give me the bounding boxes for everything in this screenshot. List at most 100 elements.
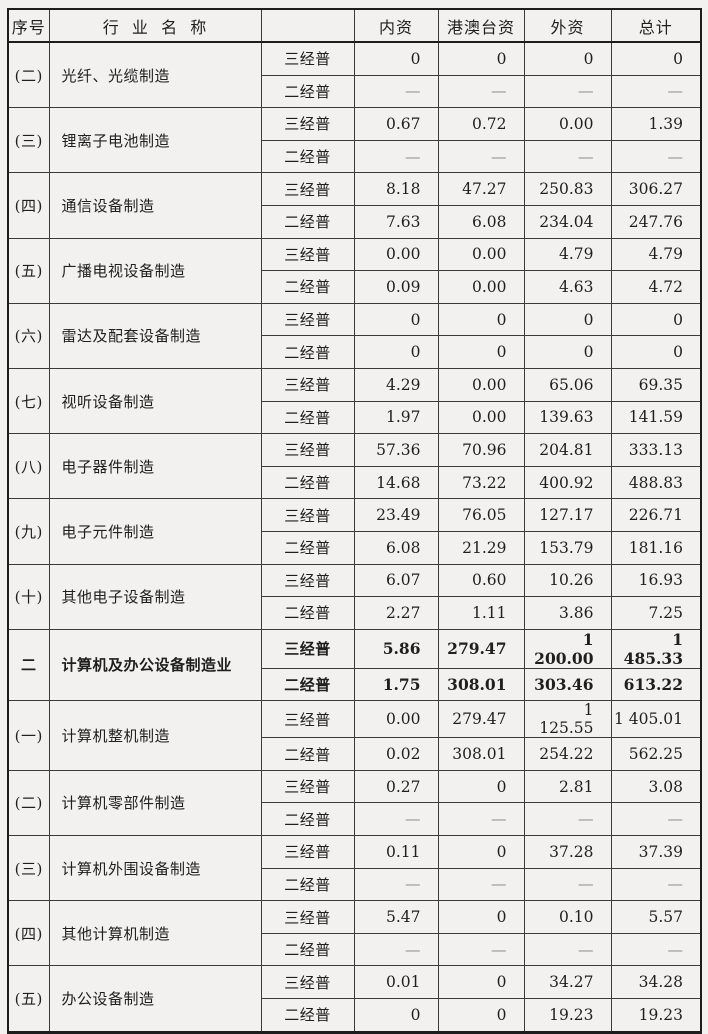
row-seq-cell: (四) xyxy=(7,172,50,239)
value-cell: 37.39 xyxy=(610,835,702,869)
table-row: (四) 其他计算机制造 三经普 5.47 0 0.10 5.57 xyxy=(7,900,702,967)
census-label-cell: 三经普 xyxy=(260,172,355,206)
value-cell: 0.72 xyxy=(437,107,525,141)
census-label-cell: 三经普 xyxy=(260,965,355,1000)
value-cell: 0 xyxy=(353,41,439,76)
table-row: 二经普 6.08 21.29 153.79 181.16 xyxy=(8,530,702,565)
row-seq-cell: (一) xyxy=(7,700,50,771)
census-label-cell: 三经普 xyxy=(260,498,355,532)
value-cell: 69.35 xyxy=(610,367,702,402)
census-label-cell: 三经普 xyxy=(260,900,355,934)
table-row: (五) 办公设备制造 三经普 0.01 0 34.27 34.28 xyxy=(7,965,702,1033)
value-cell: 1 485.33 xyxy=(610,628,702,669)
table-row: 二经普 1.75 308.01 303.46 613.22 xyxy=(8,667,702,702)
value-cell: 37.28 xyxy=(523,835,612,869)
value-cell: 10.26 xyxy=(523,563,612,598)
value-cell: — xyxy=(353,139,439,174)
table-row: 二经普 0.02 308.01 254.22 562.25 xyxy=(8,737,702,771)
row-seq-cell: (二) xyxy=(7,41,50,109)
industry-name-cell: 计算机及办公设备制造业 xyxy=(48,628,262,702)
value-cell: 279.47 xyxy=(437,628,525,669)
industry-investment-table: 序号 行 业 名 称 内资 港澳台资 外资 总计 (二) 光纤、光缆制造 三经普 0 0… xyxy=(7,8,702,1034)
value-cell: 7.63 xyxy=(353,204,439,239)
value-cell: 6.08 xyxy=(353,530,439,565)
value-cell: — xyxy=(610,139,702,174)
row-seq-cell: (三) xyxy=(7,107,50,174)
row-seq-cell: (八) xyxy=(7,433,50,500)
census-label-cell: 二经普 xyxy=(260,204,355,239)
value-cell: 308.01 xyxy=(437,667,525,702)
value-cell: 0 xyxy=(523,335,612,369)
value-cell: 4.79 xyxy=(610,237,702,272)
row-seq-cell: 二 xyxy=(7,628,50,702)
value-cell: 21.29 xyxy=(437,530,525,565)
value-cell: 34.27 xyxy=(523,965,612,1000)
value-cell: 4.79 xyxy=(523,237,612,272)
industry-name-cell: 其他计算机制造 xyxy=(48,900,262,967)
value-cell: 0 xyxy=(437,965,525,1000)
value-cell: — xyxy=(523,139,612,174)
table-row: 二经普 7.63 6.08 234.04 247.76 xyxy=(8,204,702,239)
value-cell: — xyxy=(523,802,612,837)
value-cell: 7.25 xyxy=(610,596,702,630)
census-label-cell: 二经普 xyxy=(260,465,355,500)
industry-name-cell: 通信设备制造 xyxy=(48,172,262,239)
table-row: (四) 通信设备制造 三经普 8.18 47.27 250.83 306.27 xyxy=(7,172,702,239)
census-label-cell: 三经普 xyxy=(260,41,355,76)
census-label-cell: 三经普 xyxy=(260,237,355,272)
value-cell: 0 xyxy=(437,835,525,869)
industry-name-cell: 视听设备制造 xyxy=(48,367,262,435)
value-cell: 0 xyxy=(437,41,525,76)
column-header-total: 总计 xyxy=(610,8,702,43)
value-cell: 0.09 xyxy=(353,270,439,304)
value-cell: — xyxy=(353,74,439,109)
row-seq-cell: (四) xyxy=(7,900,50,967)
value-cell: — xyxy=(353,867,439,902)
value-cell: 47.27 xyxy=(437,172,525,206)
value-cell: 247.76 xyxy=(610,204,702,239)
census-label-cell: 三经普 xyxy=(260,835,355,869)
value-cell: 0 xyxy=(523,41,612,76)
value-cell: — xyxy=(610,867,702,902)
census-label-cell: 二经普 xyxy=(260,530,355,565)
column-header-census xyxy=(260,8,355,43)
value-cell: 0.67 xyxy=(353,107,439,141)
value-cell: 181.16 xyxy=(610,530,702,565)
table-row: 二计算机及办公设备制造业 三经普 5.86 279.47 1 200.00 1 485.3… xyxy=(7,628,702,702)
table-row: (八) 电子器件制造 三经普 57.36 70.96 204.81 333.13 xyxy=(7,433,702,500)
value-cell: 5.57 xyxy=(610,900,702,934)
value-cell: 0 xyxy=(353,335,439,369)
table-row: (三) 计算机外围设备制造 三经普 0.11 0 37.28 37.39 xyxy=(7,835,702,902)
industry-name-cell: 计算机外围设备制造 xyxy=(48,835,262,902)
industry-name-cell: 雷达及配套设备制造 xyxy=(48,302,262,369)
census-label-cell: 三经普 xyxy=(260,302,355,337)
industry-name-cell: 其他电子设备制造 xyxy=(48,563,262,630)
value-cell: 0 xyxy=(610,41,702,76)
value-cell: — xyxy=(523,74,612,109)
column-header-industry-name: 行 业 名 称 xyxy=(48,8,262,43)
table-row: (一) 计算机整机制造 三经普 0.00 279.47 1 125.55 1 405.01 xyxy=(7,700,702,771)
value-cell: 308.01 xyxy=(437,737,525,771)
value-cell: 127.17 xyxy=(523,498,612,532)
census-label-cell: 三经普 xyxy=(260,107,355,141)
value-cell: 333.13 xyxy=(610,433,702,467)
value-cell: 0.27 xyxy=(353,769,439,804)
value-cell: 73.22 xyxy=(437,465,525,500)
value-cell: 204.81 xyxy=(523,433,612,467)
value-cell: 306.27 xyxy=(610,172,702,206)
table-row: (七) 视听设备制造 三经普 4.29 0.00 65.06 69.35 xyxy=(7,367,702,435)
value-cell: 250.83 xyxy=(523,172,612,206)
value-cell: — xyxy=(437,74,525,109)
value-cell: 0.02 xyxy=(353,737,439,771)
table-row: 二经普 2.27 1.11 3.86 7.25 xyxy=(8,596,702,630)
table-row: (六) 雷达及配套设备制造 三经普 0 0 0 0 xyxy=(7,302,702,369)
table-row: 二经普 1.97 0.00 139.63 141.59 xyxy=(8,400,702,435)
value-cell: 0 xyxy=(437,900,525,934)
value-cell: 0 xyxy=(437,335,525,369)
column-header-hk-mo-tw: 港澳台资 xyxy=(437,8,525,43)
industry-name-cell: 电子器件制造 xyxy=(48,433,262,500)
value-cell: 0 xyxy=(437,769,525,804)
row-seq-cell: (三) xyxy=(7,835,50,902)
value-cell: 0.10 xyxy=(523,900,612,934)
